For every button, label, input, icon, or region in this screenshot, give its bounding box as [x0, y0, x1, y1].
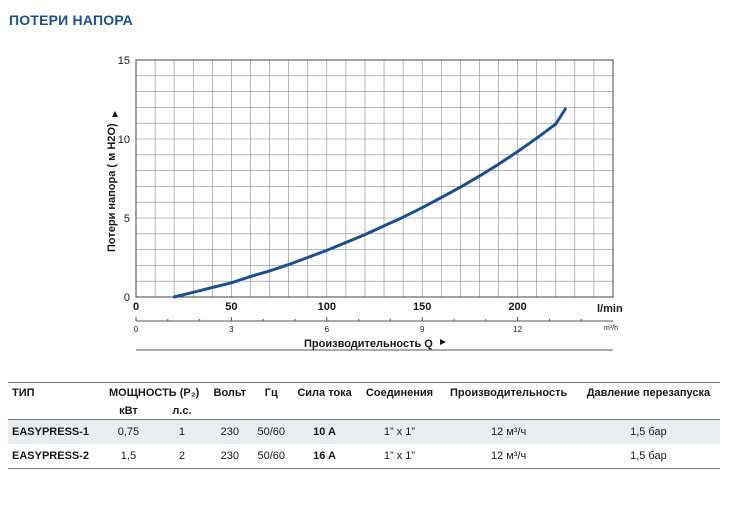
x-axis-arrow-icon: [440, 339, 446, 345]
x-unit-label: l/min: [597, 303, 623, 315]
data-point: [478, 174, 481, 178]
secondary-x-axis: 0 3 6 9 12: [134, 317, 613, 334]
y-tick-label: 0: [124, 292, 130, 304]
cell-current: 16 A: [290, 444, 359, 469]
spec-table: ТИП МОЩНОСТЬ (P₂) Вольт Гц Сила тока Сое…: [8, 382, 720, 469]
data-point: [497, 163, 500, 166]
data-point: [440, 196, 443, 199]
page-title: ПОТЕРИ НАПОРА: [9, 12, 133, 28]
header-type: ТИП: [8, 382, 101, 403]
data-point: [287, 263, 290, 266]
cell-pressure: 1,5 бар: [576, 444, 720, 469]
series-line: [172, 107, 567, 299]
x-tick-label: 50: [225, 301, 237, 313]
data-point: [382, 224, 386, 228]
cell-current: 10 A: [290, 419, 359, 444]
y-tick-label: 5: [124, 213, 130, 225]
secondary-x-tick-label: 6: [325, 325, 330, 334]
header-spacer: [8, 403, 101, 420]
data-point: [516, 150, 519, 153]
cell-volt: 230: [207, 444, 252, 469]
secondary-x-tick-label: 9: [420, 325, 425, 334]
head-loss-chart: 0 5 10 15 0 50 100 150 200 0 3 6 9 12 l/min m³/h По…: [106, 55, 623, 351]
data-point: [306, 256, 309, 259]
cell-volt: 230: [207, 419, 252, 444]
data-point: [230, 281, 233, 284]
x2-unit-label: m³/h: [604, 325, 618, 332]
data-point: [211, 286, 214, 289]
data-point: [344, 241, 348, 244]
header-connections: Соединения: [358, 382, 441, 403]
y-tick-label: 10: [118, 134, 130, 146]
data-point: [192, 291, 195, 294]
cell-kw: 0,75: [100, 419, 157, 444]
x-tick-label: 150: [413, 301, 431, 313]
data-point: [459, 185, 462, 189]
secondary-x-tick-label: 0: [134, 325, 139, 334]
header-power-kw: кВт: [119, 405, 138, 417]
header-power-hp: л.с.: [172, 405, 192, 417]
cell-hz: 50/60: [251, 419, 291, 444]
x-tick-label: 200: [508, 301, 526, 313]
y-axis-arrow-icon: [112, 111, 118, 117]
y-tick-labels: 0 5 10 15: [118, 55, 130, 304]
data-point: [363, 233, 367, 236]
header-capacity: Производительность: [440, 382, 577, 403]
data-point: [564, 107, 567, 111]
table-header-row: ТИП МОЩНОСТЬ (P₂) Вольт Гц Сила тока Сое…: [8, 382, 720, 403]
chart-grid: [136, 60, 613, 297]
x-tick-label: 0: [133, 301, 139, 313]
secondary-x-tick-label: 12: [513, 325, 522, 334]
cell-hz: 50/60: [251, 444, 291, 469]
cell-model: EASYPRESS-2: [8, 444, 101, 469]
header-power: МОЩНОСТЬ (P₂): [100, 382, 208, 403]
table-subheader-row: кВт л.с.: [8, 403, 720, 420]
data-point: [249, 275, 252, 278]
table-row: EASYPRESS-2 1,5 2 230 50/60 16 A 1” x 1”…: [8, 444, 720, 469]
cell-capacity: 12 м³/ч: [440, 444, 577, 469]
header-current: Сила тока: [290, 382, 359, 403]
cell-connections: 1” x 1”: [358, 444, 441, 469]
secondary-x-tick-label: 3: [229, 325, 234, 334]
cell-hp: 1: [156, 419, 208, 444]
data-point: [325, 249, 328, 252]
cell-model: EASYPRESS-1: [8, 419, 101, 444]
series-layer: [172, 107, 567, 299]
data-point: [535, 137, 538, 140]
x-tick-labels: 0 50 100 150 200: [133, 301, 527, 313]
header-volt: Вольт: [207, 382, 252, 403]
table-row: EASYPRESS-1 0,75 1 230 50/60 10 A 1” x 1…: [8, 419, 720, 444]
cell-pressure: 1,5 бар: [576, 419, 720, 444]
data-point: [172, 295, 176, 299]
x-tick-label: 100: [318, 301, 336, 313]
header-hz: Гц: [251, 382, 291, 403]
cell-connections: 1” x 1”: [358, 419, 441, 444]
data-point: [268, 269, 271, 273]
data-point: [554, 122, 557, 126]
cell-capacity: 12 м³/ч: [440, 419, 577, 444]
y-axis-title: Потери напора ( м H2O): [106, 123, 118, 252]
data-point: [401, 216, 405, 219]
header-spacer-right: [208, 403, 720, 420]
plot-frame: [135, 59, 614, 298]
y-tick-label: 15: [118, 55, 130, 67]
header-restart-pressure: Давление перезапуска: [576, 382, 720, 403]
cell-kw: 1,5: [100, 444, 157, 469]
x-axis-title: Производительность Q: [304, 338, 433, 350]
y-axis-title-group: Потери напора ( м H2O): [106, 123, 118, 252]
cell-hp: 2: [156, 444, 208, 469]
data-point: [421, 206, 424, 209]
